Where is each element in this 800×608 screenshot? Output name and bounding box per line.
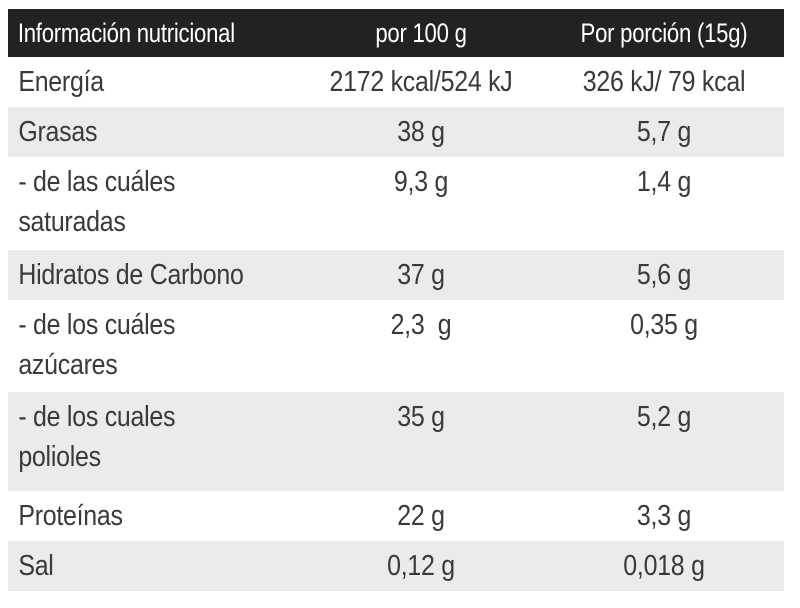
table-row: - de los cuales polioles 35 g 5,2 g [8,392,784,491]
value-per-portion: 5,6 g [636,259,692,291]
header-nutrient: Información nutricional [17,18,235,48]
value-per-portion: 5,7 g [636,116,692,148]
table-row: Grasas 38 g 5,7 g [8,107,784,157]
table-row: Hidratos de Carbono 37 g 5,6 g [8,250,784,300]
nutrition-table: Información nutricional por 100 g Por po… [8,9,784,591]
value-per-portion: 5,2 g [636,401,692,433]
value-per-100g: 2,3 g [390,309,452,341]
nutrient-name: - de los cuales polioles [8,397,257,491]
value-per-100g: 38 g [397,116,445,148]
nutrient-name: Energía [18,66,104,98]
table-row: Proteínas 22 g 3,3 g [8,491,784,541]
nutrient-name: Sal [18,550,54,582]
value-per-100g: 37 g [397,259,445,291]
nutrient-name: - de los cuáles azúcares [8,305,257,392]
value-per-portion: 1,4 g [636,166,692,198]
nutrient-name: Grasas [18,116,98,148]
nutrient-name-line2: azúcares [18,349,118,381]
nutrient-name: Proteínas [18,500,123,532]
value-per-100g: 2172 kcal/524 kJ [329,66,513,98]
value-per-portion: 326 kJ/ 79 kcal [582,66,746,98]
table-row: Sal 0,12 g 0,018 g [8,541,784,591]
nutrient-name-line1: - de los cuales [18,401,176,433]
value-per-portion: 0,018 g [623,550,705,582]
value-per-portion: 3,3 g [636,500,692,532]
table-header: Información nutricional por 100 g Por po… [8,9,784,57]
nutrient-name: Hidratos de Carbono [18,259,244,291]
table-row: - de las cuáles saturadas 9,3 g 1,4 g [8,157,784,250]
table-row: - de los cuáles azúcares 2,3 g 0,35 g [8,300,784,392]
header-per-portion: Por porción (15g) [580,18,748,48]
value-per-100g: 9,3 g [393,166,449,198]
nutrient-name-line1: - de los cuáles [18,309,176,341]
table-row: Energía 2172 kcal/524 kJ 326 kJ/ 79 kcal [8,57,784,107]
nutrient-name-line2: polioles [18,441,101,473]
nutrient-name-line2: saturadas [18,206,126,238]
value-per-100g: 22 g [397,500,445,532]
nutrient-name-line1: - de las cuáles [18,166,176,198]
nutrient-name: - de las cuáles saturadas [8,162,257,250]
value-per-portion: 0,35 g [630,309,698,341]
value-per-100g: 0,12 g [387,550,455,582]
value-per-100g: 35 g [397,401,445,433]
header-per-100g: por 100 g [375,18,467,48]
